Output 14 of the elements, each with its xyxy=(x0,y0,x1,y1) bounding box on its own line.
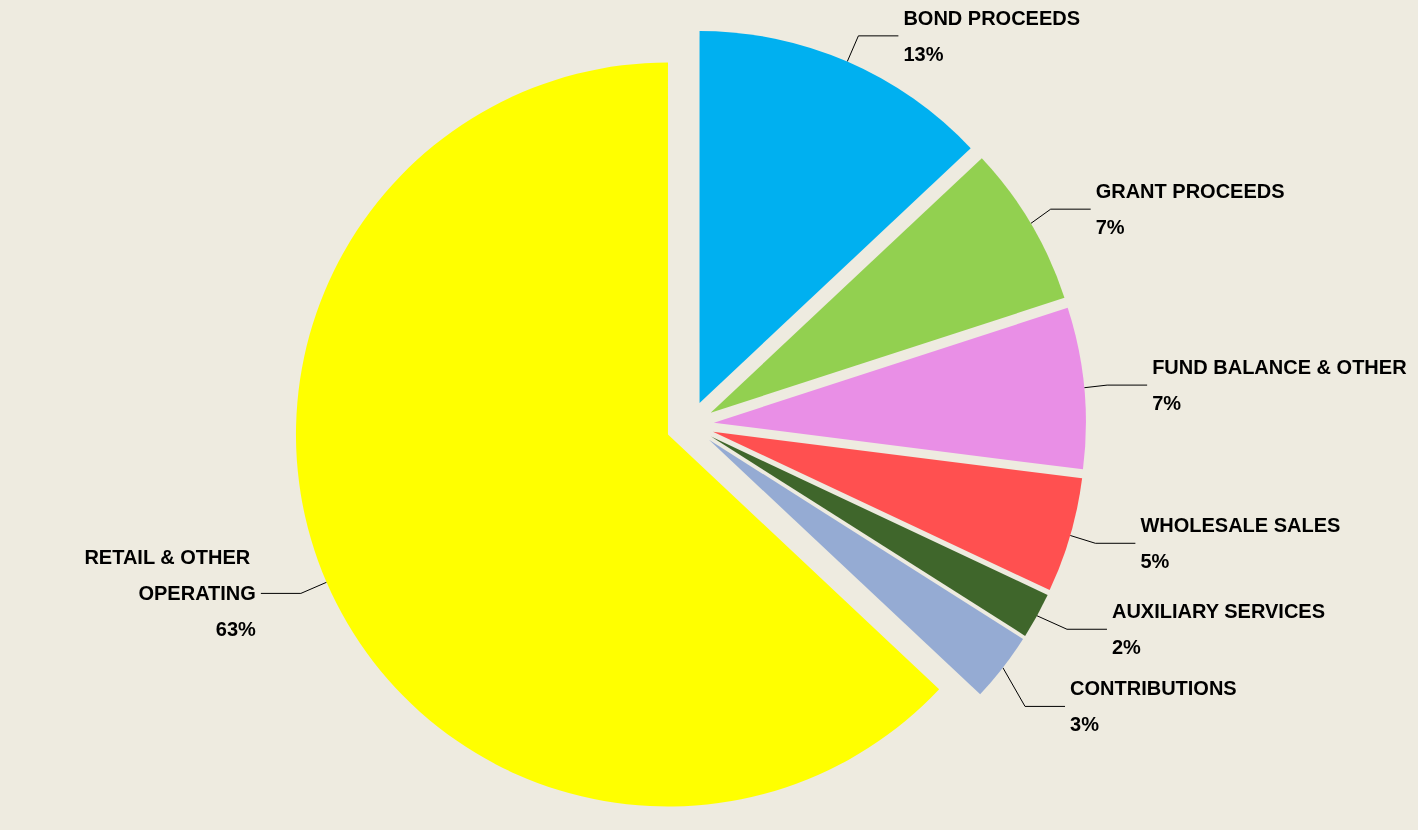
slice-label: RETAIL & OTHER OPERATING xyxy=(84,546,256,605)
slice-label: FUND BALANCE & OTHER xyxy=(1152,356,1408,379)
data-label: 5% xyxy=(1140,550,1170,573)
slice-label: GRANT PROCEEDS xyxy=(1095,180,1285,203)
data-label: 63% xyxy=(215,618,257,641)
data-label: 7% xyxy=(1152,392,1182,415)
slice-label: WHOLESALE SALES xyxy=(1140,514,1341,537)
slice-label: BOND PROCEEDS xyxy=(903,6,1081,29)
slice-label: CONTRIBUTIONS xyxy=(1070,677,1237,700)
slice-label: AUXILIARY SERVICES xyxy=(1111,600,1326,623)
data-label: 7% xyxy=(1095,216,1125,239)
data-label: 3% xyxy=(1070,713,1100,736)
data-label: 13% xyxy=(903,42,944,65)
data-label: 2% xyxy=(1111,636,1142,659)
